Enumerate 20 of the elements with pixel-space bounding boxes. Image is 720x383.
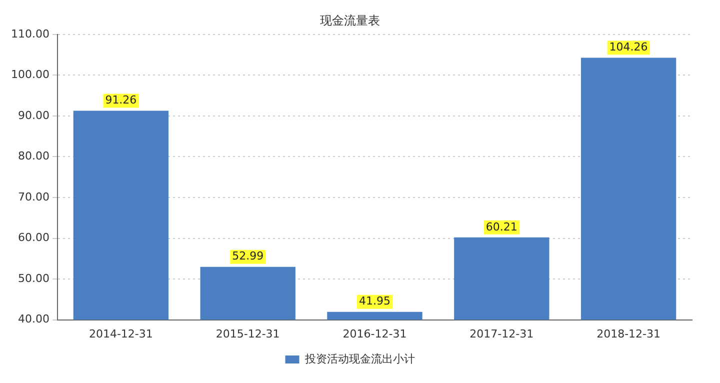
legend-label: 投资活动现金流出小计 [304, 352, 415, 366]
x-tick-label: 2014-12-31 [88, 327, 153, 340]
x-tick-label: 2016-12-31 [342, 327, 407, 340]
x-tick-label: 2017-12-31 [470, 327, 534, 340]
data-label: 52.99 [232, 250, 264, 263]
data-label: 41.95 [358, 294, 390, 308]
y-tick-label: 70.00 [18, 190, 50, 204]
x-tick-label: 2015-12-31 [216, 327, 280, 340]
y-tick-label: 90.00 [18, 108, 50, 122]
data-label: 104.26 [609, 40, 648, 54]
x-tick-label: 2018-12-31 [596, 327, 661, 340]
data-label: 91.26 [105, 94, 137, 107]
data-label: 60.21 [486, 220, 518, 234]
y-tick-label: 100.00 [10, 68, 50, 82]
y-tick-label: 60.00 [18, 231, 50, 244]
y-tick-label: 40.00 [18, 312, 50, 326]
y-tick-label: 50.00 [18, 272, 50, 285]
y-tick-label: 80.00 [18, 150, 50, 163]
y-tick-label: 110.00 [10, 27, 50, 40]
chart-title: 现金流量表 [320, 13, 380, 28]
